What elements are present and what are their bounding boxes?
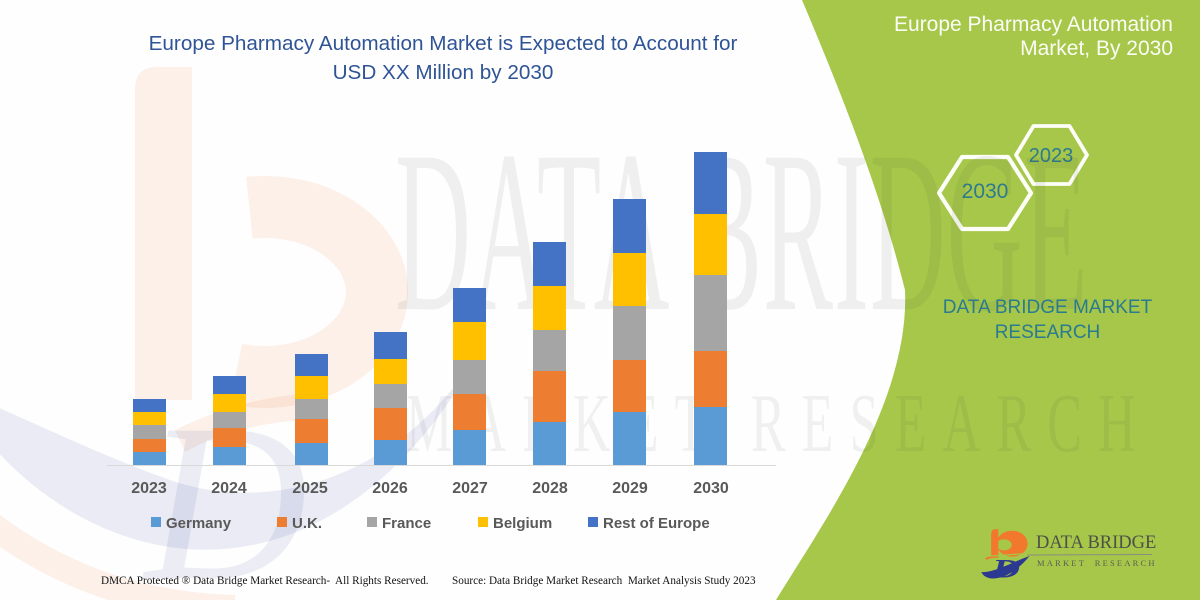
svg-text:2023: 2023	[1029, 145, 1074, 167]
svg-text:D: D	[991, 554, 1020, 584]
svg-text:2030: 2030	[962, 180, 1009, 203]
